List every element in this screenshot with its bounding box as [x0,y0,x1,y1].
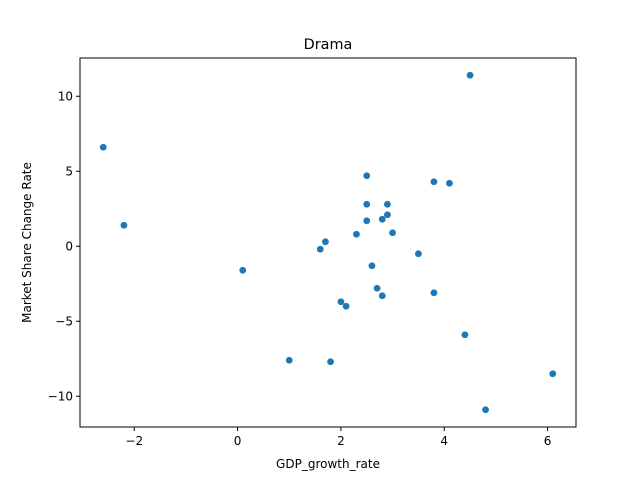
y-tick-label: 5 [65,164,73,178]
data-point [316,245,324,253]
data-point [99,143,107,151]
y-tick-label: −10 [48,389,73,403]
x-tick-label: 2 [337,434,345,448]
data-point [363,217,371,225]
y-tick-label: 10 [58,89,73,103]
data-point [368,262,376,270]
data-point [446,179,453,187]
data-point [285,356,293,364]
data-point [337,298,345,306]
data-point [389,229,396,237]
data-point [378,292,386,300]
chart-title: Drama [304,37,353,53]
data-points [99,71,557,414]
data-point [384,211,391,219]
data-point [378,215,386,223]
y-axis-label: Market Share Change Rate [20,162,34,323]
x-tick-label: 6 [544,434,552,448]
y-tick-label: 0 [65,239,73,253]
data-point [353,230,360,238]
x-tick-label: −2 [125,434,143,448]
data-point [120,221,128,229]
x-axis-ticks: −2 0 2 4 6 [125,427,551,448]
data-point [466,71,474,79]
x-axis-label: GDP_growth_rate [276,457,380,471]
x-tick-label: 4 [440,434,448,448]
data-point [373,284,381,292]
y-tick-label: −5 [55,314,73,328]
data-point [322,238,329,246]
data-point [430,289,438,297]
data-point [363,172,371,180]
data-point [482,406,489,414]
data-point [415,250,422,258]
data-point [384,200,391,208]
plot-frame [79,57,577,428]
data-point [363,200,371,208]
data-point [327,358,334,366]
data-point [461,331,469,339]
y-axis-ticks: −10 −5 0 5 10 [48,89,80,403]
data-point [549,370,557,378]
data-point [342,302,350,310]
data-point [239,266,247,274]
data-point [430,178,438,186]
x-tick-label: 0 [234,434,242,448]
